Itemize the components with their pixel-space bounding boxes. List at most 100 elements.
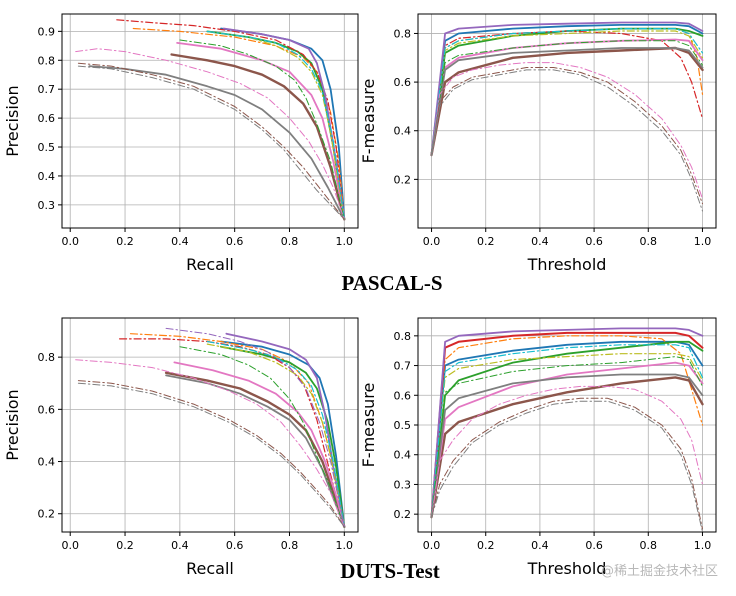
pascal-pr-xtick-label: 0.8 <box>281 235 299 248</box>
pascal-fm-ylabel: F-measure <box>359 79 378 164</box>
pascal-pr-xtick-label: 1.0 <box>336 235 354 248</box>
pascal-pr-series-m7 <box>176 42 346 221</box>
duts-fm-ytick-label: 0.2 <box>394 508 412 521</box>
duts-fm-ytick-label: 0.7 <box>394 360 412 373</box>
pascal-pr-xtick-label: 0.6 <box>226 235 244 248</box>
duts-fm-ytick-label: 0.4 <box>394 449 412 462</box>
duts-pr-ytick-label: 0.8 <box>38 351 56 364</box>
pascal-fm-series-m10 <box>430 28 704 156</box>
duts-pr-ytick-label: 0.4 <box>38 456 56 469</box>
pascal-pr-ylabel: Precision <box>3 85 22 156</box>
duts-pr-ylabel: Precision <box>3 389 22 460</box>
duts-fm-panel: 0.0 0.2 0.4 0.6 0.8 1.0 0.2 0.3 0.4 0.5 0.6 0.7 0.8 T… <box>359 317 717 578</box>
pascal-pr-series-m1 <box>220 27 346 221</box>
pascal-fm-xtick-label: 0.0 <box>423 235 441 248</box>
duts-pr-series-m15 <box>165 327 345 528</box>
pascal-pr-panel: 0.0 0.2 0.4 0.6 0.8 1.0 0.3 0.4 0.5 0.6 0.7 0.8 0.9 R… <box>3 13 359 274</box>
duts-fm-ytick-label: 0.6 <box>394 389 412 402</box>
duts-pr-xtick-label: 0.8 <box>281 539 299 552</box>
duts-pr-xtick-label: 0.6 <box>226 539 244 552</box>
duts-fm-ytick-label: 0.5 <box>394 419 412 432</box>
pascal-pr-series-m8 <box>88 65 346 221</box>
duts-fm-series-m7 <box>430 361 704 518</box>
pascal-fm-xtick-label: 0.4 <box>531 235 549 248</box>
duts-fm-series-m5 <box>430 327 704 518</box>
duts-pr-series-m6 <box>164 371 346 528</box>
duts-pr-xtick-label: 0.0 <box>61 539 79 552</box>
pascal-pr-xtick-label: 0.2 <box>116 235 134 248</box>
pascal-pr-series-m4 <box>116 19 345 220</box>
duts-pr-series-group <box>75 327 346 528</box>
pascal-fm-series-m11 <box>431 40 703 156</box>
duts-fm-xtick-label: 0.4 <box>531 539 549 552</box>
duts-fm-series-m8 <box>430 373 704 518</box>
duts-fm-series-m1 <box>430 340 704 518</box>
duts-fm-series-m4 <box>430 331 704 519</box>
pascal-fm-ytick-label: 0.4 <box>394 125 412 138</box>
duts-fm-series-m12 <box>431 385 703 518</box>
duts-fm-xtick-label: 1.0 <box>694 539 712 552</box>
pascal-fm-xtick-label: 1.0 <box>694 235 712 248</box>
pascal-pr-ytick-label: 0.5 <box>38 141 56 154</box>
pascal-fm-xlabel: Threshold <box>527 255 607 274</box>
pascal-pr-ytick-label: 0.6 <box>38 112 56 125</box>
pascal-fm-panel: 0.0 0.2 0.4 0.6 0.8 1.0 0.2 0.4 0.6 0.8 Threshold F… <box>359 13 717 274</box>
pascal-pr-frame <box>61 13 359 229</box>
duts-pr-frame <box>61 317 359 533</box>
duts-pr-series-m9 <box>206 343 345 528</box>
pascal-fm-ytick-label: 0.8 <box>394 27 412 40</box>
pascal-pr-xtick-label: 0.0 <box>61 235 79 248</box>
duts-pr-series-m12 <box>75 359 345 528</box>
duts-fm-xtick-label: 0.2 <box>477 539 495 552</box>
duts-fm-series-m13 <box>431 397 703 530</box>
pascal-pr-ytick-label: 0.3 <box>38 199 56 212</box>
duts-pr-xtick-label: 0.4 <box>171 539 189 552</box>
pascal-pr-series-group <box>75 19 346 221</box>
pascal-fm-series-m13 <box>431 67 703 205</box>
duts-pr-xlabel: Recall <box>186 559 234 578</box>
pascal-fm-xtick-label: 0.8 <box>640 235 658 248</box>
pascal-pr-ytick-label: 0.7 <box>38 83 56 96</box>
duts-pr-series-m10 <box>206 340 345 528</box>
caption-duts-test: DUTS-Test <box>340 559 440 583</box>
duts-fm-ytick-label: 0.8 <box>394 330 412 343</box>
pascal-pr-ytick-label: 0.9 <box>38 25 56 38</box>
duts-fm-series-group <box>430 327 704 532</box>
duts-pr-series-m1 <box>220 340 346 528</box>
pascal-fm-ytick-label: 0.6 <box>394 76 412 89</box>
duts-fm-frame <box>417 317 717 533</box>
pascal-pr-series-m12 <box>75 48 345 220</box>
duts-pr-series-m4 <box>118 338 345 528</box>
pascal-fm-xtick-label: 0.2 <box>477 235 495 248</box>
duts-fm-series-m3 <box>430 340 704 518</box>
pascal-fm-series-m6 <box>430 46 704 157</box>
pascal-pr-ytick-label: 0.4 <box>38 170 56 183</box>
duts-fm-ylabel: F-measure <box>359 383 378 468</box>
pascal-fm-series-m7 <box>430 38 704 156</box>
duts-pr-xtick-label: 0.2 <box>116 539 134 552</box>
duts-pr-series-m3 <box>220 345 346 528</box>
pascal-pr-series-m13 <box>77 62 345 220</box>
pascal-pr-series-m5 <box>222 27 346 221</box>
duts-fm-series-m6 <box>430 376 704 519</box>
caption-pascal-s: PASCAL-S <box>341 271 442 295</box>
pascal-pr-xlabel: Recall <box>186 255 234 274</box>
pascal-pr-xtick-label: 0.4 <box>171 235 189 248</box>
duts-pr-series-m13 <box>77 380 345 528</box>
pascal-pr-ytick-label: 0.8 <box>38 54 56 67</box>
duts-fm-series-m10 <box>430 344 704 518</box>
duts-fm-xtick-label: 0.8 <box>640 539 658 552</box>
pascal-fm-frame <box>417 13 717 229</box>
duts-fm-xtick-label: 0.6 <box>585 539 603 552</box>
duts-pr-panel: 0.0 0.2 0.4 0.6 0.8 1.0 0.2 0.4 0.6 0.8 Recall Prec… <box>3 317 359 578</box>
pascal-fm-xtick-label: 0.6 <box>585 235 603 248</box>
pascal-pr-series-m6 <box>170 53 346 221</box>
pascal-fm-series-group <box>430 21 704 212</box>
pascal-pr-series-m14 <box>77 65 345 220</box>
duts-fm-series-m11 <box>431 356 703 518</box>
duts-fm-xlabel: Threshold <box>527 559 607 578</box>
pascal-fm-series-m8 <box>430 47 704 156</box>
duts-fm-series-m9 <box>430 353 704 518</box>
duts-pr-xtick-label: 1.0 <box>336 539 354 552</box>
